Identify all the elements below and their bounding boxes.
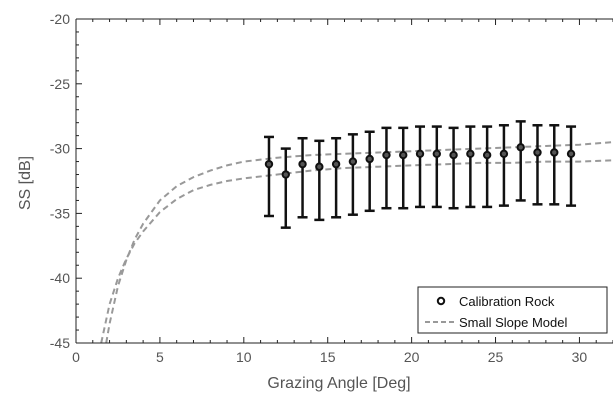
x-tick-label: 30: [572, 349, 588, 365]
data-marker: [533, 148, 542, 157]
data-marker: [298, 159, 307, 169]
y-tick-label: -30: [50, 141, 70, 157]
calibration-rock-point: [448, 126, 459, 210]
calibration-rock-point: [549, 124, 560, 206]
calibration-rock-point: [398, 126, 409, 210]
calibration-rock-point: [532, 124, 543, 206]
y-tick-label: -35: [50, 205, 70, 221]
calibration-rock-point: [566, 125, 577, 207]
y-tick-label: -25: [50, 76, 70, 92]
small-slope-model-curve-2: [100, 159, 613, 343]
calibration-rock-point: [515, 120, 526, 202]
x-tick-label: 15: [320, 349, 336, 365]
x-tick-label: 10: [236, 349, 252, 365]
x-tick-label: 0: [72, 349, 80, 365]
calibration-rock-point: [415, 125, 426, 209]
calibration-rock-point: [280, 147, 291, 229]
calibration-rock-point: [431, 125, 442, 209]
legend-marker-calibration-rock: [436, 296, 446, 306]
data-marker: [281, 170, 290, 179]
small-slope-model-curve-1: [105, 141, 613, 343]
x-tick-label: 5: [156, 349, 164, 365]
data-layer: [100, 120, 613, 343]
calibration-rock-point: [482, 125, 493, 209]
data-marker: [415, 149, 425, 158]
calibration-rock-point: [465, 125, 476, 209]
data-marker: [264, 159, 274, 169]
calibration-rock-point: [297, 136, 308, 219]
calibration-rock-point: [314, 139, 325, 222]
legend-label-small-slope-model: Small Slope Model: [459, 315, 567, 330]
y-tick-label: -20: [50, 11, 70, 27]
data-marker: [550, 148, 559, 157]
calibration-rock-point: [347, 133, 358, 216]
data-marker: [432, 149, 441, 158]
legend-label-calibration-rock: Calibration Rock: [459, 294, 555, 309]
data-marker: [566, 149, 576, 158]
x-axis-label: Grazing Angle [Deg]: [267, 375, 410, 392]
calibration-rock-point: [331, 136, 342, 219]
data-marker: [449, 150, 458, 160]
legend-box: [417, 286, 608, 334]
y-axis-label: SS [dB]: [17, 156, 34, 210]
data-marker: [315, 162, 324, 171]
data-marker: [348, 157, 358, 166]
axes: 0 5 10 15 20 25 30 -45 -40 -35 -30 -25 -20: [50, 11, 613, 365]
data-marker: [516, 143, 525, 152]
calibration-rock-point: [381, 126, 392, 210]
data-marker: [382, 150, 391, 160]
legend: Calibration Rock Small Slope Model: [417, 286, 608, 334]
data-marker: [482, 150, 492, 160]
x-tick-label: 25: [488, 349, 504, 365]
data-marker: [331, 159, 341, 169]
calibration-rock-point: [364, 130, 375, 213]
calibration-rock-point: [263, 135, 274, 218]
data-marker: [499, 149, 509, 158]
calibration-rock-point: [498, 124, 509, 207]
data-marker: [399, 150, 408, 160]
x-tick-label: 20: [404, 349, 420, 365]
y-tick-label: -45: [50, 335, 70, 351]
y-tick-label: -40: [50, 270, 70, 286]
data-marker: [466, 149, 475, 158]
data-marker: [365, 154, 374, 164]
